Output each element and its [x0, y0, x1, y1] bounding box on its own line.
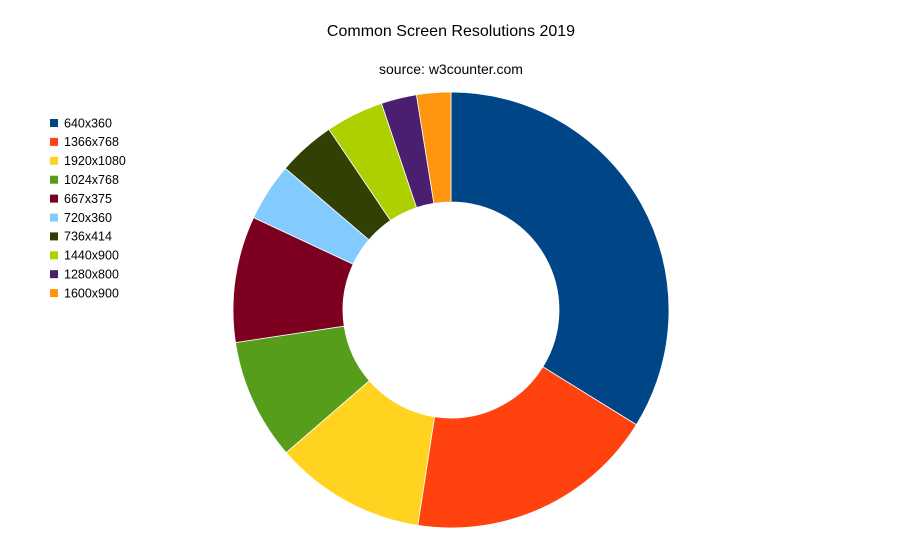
- legend-item: 1920x1080: [50, 154, 126, 168]
- legend-item: 1280x800: [50, 267, 119, 281]
- legend-swatch-667x375: [50, 194, 58, 203]
- legend-swatch-1024x768: [50, 175, 58, 184]
- legend-swatch-1920x1080: [50, 156, 58, 165]
- slice-1366x768: [417, 366, 637, 529]
- legend-label-1920x1080: 1920x1080: [64, 154, 126, 168]
- legend-swatch-1366x768: [50, 137, 58, 146]
- slice-1600x900: [415, 91, 452, 204]
- legend-item: 1440x900: [50, 249, 119, 263]
- legend-item: 1366x768: [50, 135, 119, 149]
- legend-swatch-720x360: [50, 213, 58, 222]
- chart-title: Common Screen Resolutions 2019: [327, 23, 575, 40]
- legend-item: 667x375: [50, 192, 112, 206]
- legend-item: 736x414: [50, 230, 112, 244]
- legend-swatch-1440x900: [50, 251, 58, 260]
- legend-item: 1600x900: [50, 286, 119, 300]
- donut-slices: [232, 91, 670, 529]
- legend-label-736x414: 736x414: [64, 230, 112, 244]
- legend-label-1366x768: 1366x768: [64, 135, 119, 149]
- legend-label-720x360: 720x360: [64, 211, 112, 225]
- legend-label-1280x800: 1280x800: [64, 267, 119, 281]
- legend-item: 1024x768: [50, 173, 119, 187]
- legend-swatch-1600x900: [50, 289, 58, 298]
- legend: 640x360 1366x768 1920x1080 1024x768 667x375 7…: [50, 116, 126, 300]
- legend-label-1024x768: 1024x768: [64, 173, 119, 187]
- chart-subtitle: source: w3counter.com: [379, 61, 523, 77]
- legend-swatch-736x414: [50, 232, 58, 241]
- legend-label-1600x900: 1600x900: [64, 286, 119, 300]
- legend-item: 720x360: [50, 211, 112, 225]
- legend-label-640x360: 640x360: [64, 116, 112, 130]
- legend-item: 640x360: [50, 116, 112, 130]
- legend-label-667x375: 667x375: [64, 192, 112, 206]
- legend-label-1440x900: 1440x900: [64, 249, 119, 263]
- slice-640x360: [450, 91, 670, 426]
- legend-swatch-640x360: [50, 119, 58, 127]
- legend-swatch-1280x800: [50, 270, 58, 279]
